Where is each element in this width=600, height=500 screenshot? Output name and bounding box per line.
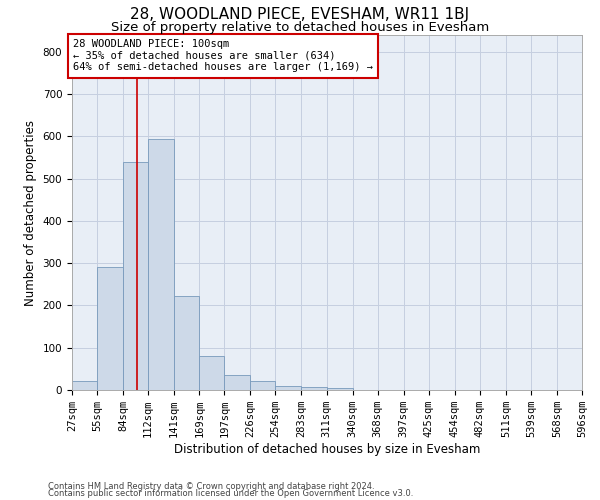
Bar: [174, 296, 199, 390]
Bar: [97, 268, 123, 390]
Bar: [250, 380, 275, 390]
Bar: [326, 388, 353, 390]
Text: Contains public sector information licensed under the Open Government Licence v3: Contains public sector information licen…: [48, 490, 413, 498]
Bar: [148, 138, 174, 390]
Bar: [275, 386, 301, 390]
Text: 28 WOODLAND PIECE: 100sqm
← 35% of detached houses are smaller (634)
64% of semi: 28 WOODLAND PIECE: 100sqm ← 35% of detac…: [73, 39, 373, 72]
Bar: [123, 162, 148, 390]
Bar: [301, 386, 326, 390]
Y-axis label: Number of detached properties: Number of detached properties: [24, 120, 37, 306]
Text: Size of property relative to detached houses in Evesham: Size of property relative to detached ho…: [111, 21, 489, 34]
Text: Contains HM Land Registry data © Crown copyright and database right 2024.: Contains HM Land Registry data © Crown c…: [48, 482, 374, 491]
Bar: [72, 380, 97, 390]
X-axis label: Distribution of detached houses by size in Evesham: Distribution of detached houses by size …: [174, 443, 480, 456]
Text: 28, WOODLAND PIECE, EVESHAM, WR11 1BJ: 28, WOODLAND PIECE, EVESHAM, WR11 1BJ: [130, 8, 470, 22]
Bar: [224, 375, 250, 390]
Bar: [199, 356, 224, 390]
